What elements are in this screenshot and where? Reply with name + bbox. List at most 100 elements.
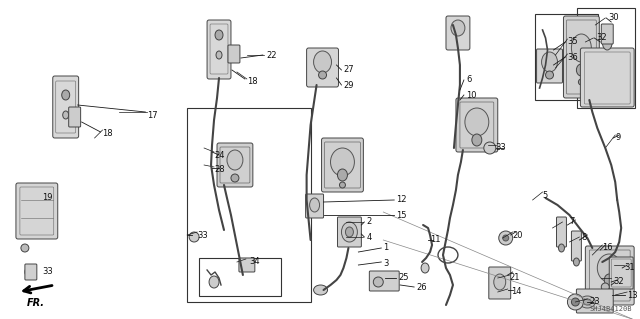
FancyBboxPatch shape [536,49,563,83]
Text: 20: 20 [513,231,523,240]
Ellipse shape [346,227,353,237]
Text: 26: 26 [416,283,427,292]
Ellipse shape [63,111,68,119]
Ellipse shape [573,258,579,266]
FancyBboxPatch shape [580,48,634,107]
Ellipse shape [227,150,243,170]
Text: 13: 13 [627,291,638,300]
Ellipse shape [579,79,584,85]
Text: 17: 17 [147,110,158,120]
FancyBboxPatch shape [239,258,255,272]
Text: 30: 30 [608,13,619,23]
FancyBboxPatch shape [321,138,364,192]
Ellipse shape [61,90,70,100]
Ellipse shape [451,20,465,36]
Ellipse shape [189,232,199,242]
Text: 29: 29 [344,80,354,90]
Text: 34: 34 [249,257,259,266]
FancyBboxPatch shape [446,16,470,50]
Text: 24: 24 [214,151,225,160]
Ellipse shape [568,294,584,310]
Text: 33: 33 [197,231,208,240]
Text: 14: 14 [511,287,521,296]
FancyBboxPatch shape [16,183,58,239]
Text: 32: 32 [596,33,607,42]
Text: 21: 21 [509,273,520,283]
Text: 31: 31 [624,263,635,272]
Ellipse shape [484,142,496,154]
Ellipse shape [21,244,29,252]
Text: 25: 25 [398,273,409,283]
Ellipse shape [25,266,35,278]
Text: 27: 27 [344,65,354,75]
Bar [534,14,598,100]
Ellipse shape [339,182,346,188]
FancyBboxPatch shape [228,45,240,63]
FancyBboxPatch shape [602,24,613,44]
Text: 10: 10 [466,91,476,100]
Text: FR.: FR. [27,298,45,308]
Text: 18: 18 [102,129,113,137]
Ellipse shape [373,277,383,287]
Text: 23: 23 [589,298,600,307]
FancyBboxPatch shape [586,246,634,305]
Ellipse shape [604,274,614,286]
Ellipse shape [314,51,332,73]
Bar [199,258,281,296]
FancyBboxPatch shape [577,289,613,313]
Ellipse shape [602,34,612,50]
FancyBboxPatch shape [609,257,633,289]
Text: 22: 22 [267,50,277,60]
FancyBboxPatch shape [52,76,79,138]
FancyBboxPatch shape [25,264,37,280]
FancyBboxPatch shape [369,271,399,291]
Ellipse shape [330,148,355,176]
FancyBboxPatch shape [68,107,81,127]
Ellipse shape [472,134,482,146]
Ellipse shape [541,52,557,72]
Text: 35: 35 [568,38,578,47]
Text: 6: 6 [466,76,471,85]
Text: 9: 9 [615,133,620,143]
Ellipse shape [337,169,348,181]
Bar [187,108,310,302]
Ellipse shape [342,222,357,242]
Ellipse shape [559,244,564,252]
FancyBboxPatch shape [563,16,599,98]
Text: 33: 33 [496,144,506,152]
Ellipse shape [465,108,489,136]
Text: 18: 18 [247,78,257,86]
Ellipse shape [499,231,513,245]
Text: 19: 19 [42,194,52,203]
Text: 28: 28 [214,166,225,174]
Text: 11: 11 [430,235,440,244]
Ellipse shape [577,64,586,76]
Ellipse shape [572,298,579,306]
Ellipse shape [216,51,222,59]
Ellipse shape [314,285,328,295]
Text: 8: 8 [581,233,587,241]
Text: 4: 4 [366,233,372,241]
Text: 32: 32 [613,278,624,286]
Ellipse shape [572,34,591,62]
FancyBboxPatch shape [572,231,581,261]
FancyBboxPatch shape [217,143,253,187]
Ellipse shape [584,299,591,305]
Text: SHJ4B4120B: SHJ4B4120B [589,306,632,312]
Ellipse shape [242,260,252,270]
Text: 15: 15 [396,211,406,219]
Ellipse shape [231,174,239,182]
Text: 7: 7 [570,218,575,226]
FancyBboxPatch shape [489,267,511,299]
FancyBboxPatch shape [456,98,498,152]
Ellipse shape [319,71,326,79]
Ellipse shape [597,254,621,282]
Ellipse shape [494,274,506,290]
FancyBboxPatch shape [337,217,362,247]
Bar [577,8,635,108]
FancyBboxPatch shape [557,217,566,247]
Ellipse shape [215,30,223,40]
Ellipse shape [545,71,554,79]
Text: 2: 2 [366,218,372,226]
Text: 1: 1 [383,243,388,253]
